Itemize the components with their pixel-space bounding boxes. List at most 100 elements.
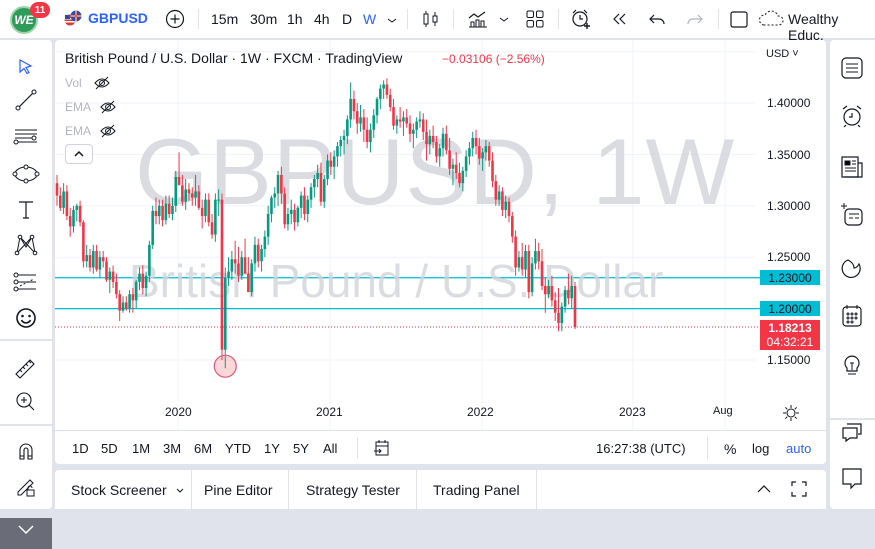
candles-chart-type-icon[interactable] [420, 8, 442, 30]
interval-30m[interactable]: 30m [250, 11, 278, 27]
candle [187, 183, 191, 201]
layout-name[interactable]: Wealthy Educ. [788, 11, 839, 43]
hidden-eye-icon[interactable] [99, 123, 117, 139]
chevron-up-icon[interactable] [755, 482, 773, 496]
right-widget-bar [830, 40, 875, 509]
candle [91, 244, 95, 274]
candle [286, 207, 290, 231]
range-all[interactable]: All [323, 441, 338, 456]
horizontal-lines-icon[interactable] [12, 122, 40, 150]
tab-pine-editor[interactable]: Pine Editor [188, 470, 290, 509]
indicators-chevron-down-icon[interactable] [497, 8, 511, 30]
indicator-vol[interactable]: Vol [65, 76, 110, 90]
tab-stock-screener[interactable]: Stock Screener [55, 470, 192, 509]
cursor-arrow-icon[interactable] [12, 54, 40, 82]
fullscreen-square-icon[interactable] [728, 8, 750, 30]
currency-selector[interactable]: USD ˅ [766, 48, 799, 60]
ideas-lightbulb-icon[interactable] [838, 350, 866, 378]
interval-4h[interactable]: 4h [314, 11, 330, 27]
interval-w-active[interactable]: W [363, 11, 377, 27]
emoji-smiley-icon[interactable] [12, 304, 40, 332]
candle [352, 90, 356, 120]
alerts-clock-icon[interactable] [838, 102, 866, 130]
candle [316, 164, 319, 188]
candles-series[interactable] [55, 40, 755, 430]
calendar-icon[interactable] [838, 302, 866, 330]
range-1d[interactable]: 1D [72, 441, 89, 456]
tab-strategy-tester[interactable]: Strategy Tester [290, 470, 417, 509]
text-tool-icon[interactable] [12, 196, 40, 224]
candle [237, 246, 240, 282]
range-1y[interactable]: 1Y [264, 441, 280, 456]
measure-ruler-icon[interactable] [12, 354, 40, 382]
cloud-save-icon[interactable] [758, 8, 786, 30]
candle [253, 236, 257, 272]
chart-panel[interactable]: GBPUSD, 1W British Pound / U.S. Dollar B… [55, 40, 826, 464]
series-legend-title[interactable]: British Pound / U.S. Dollar · 1W · FXCM … [65, 50, 403, 66]
range-3m[interactable]: 3M [163, 441, 182, 456]
news-icon[interactable] [838, 153, 866, 181]
undo-icon[interactable] [646, 8, 668, 30]
ellipse-shape-icon[interactable] [12, 160, 40, 188]
candle [560, 302, 564, 332]
range-ytd[interactable]: YTD [225, 441, 251, 456]
magnet-icon[interactable] [12, 438, 40, 466]
chevron-down-icon [176, 488, 184, 493]
candle [514, 230, 517, 276]
candle [402, 111, 405, 136]
pattern-xabcd-icon[interactable] [12, 231, 40, 259]
utc-clock[interactable]: 16:27:38 (UTC) [596, 441, 686, 456]
interval-1h[interactable]: 1h [287, 11, 303, 27]
hidden-eye-icon[interactable] [93, 75, 111, 91]
intervals-chevron-down-icon[interactable] [385, 9, 399, 31]
indicator-ema-2[interactable]: EMA [65, 124, 116, 138]
candle [398, 107, 402, 128]
data-window-icon[interactable] [838, 200, 866, 228]
redo-icon[interactable] [684, 8, 706, 30]
auto-scale-toggle[interactable]: auto [786, 441, 812, 456]
chart-settings-sun-icon[interactable] [782, 404, 800, 422]
toolbar-collapse-bar[interactable] [0, 518, 52, 549]
candle [115, 273, 118, 299]
candle [148, 240, 151, 282]
indicator-ema-1[interactable]: EMA [65, 100, 116, 114]
tab-trading-panel[interactable]: Trading Panel [417, 470, 537, 509]
interval-d[interactable]: D [342, 11, 353, 27]
fib-retracement-icon[interactable] [12, 268, 40, 296]
go-to-date-calendar-icon[interactable] [373, 439, 391, 457]
candle [121, 296, 125, 313]
symbol-watermark: GBPUSD, 1W [135, 119, 736, 224]
low-marker-circle[interactable] [213, 354, 237, 378]
range-1m[interactable]: 1M [132, 441, 151, 456]
candle [214, 193, 217, 242]
candle [157, 199, 161, 225]
chat-bubble-icon[interactable] [838, 464, 866, 492]
compare-add-symbol-icon[interactable] [164, 8, 186, 30]
candle [494, 174, 498, 206]
layout-grid-icon[interactable] [524, 8, 546, 30]
interval-15m[interactable]: 15m [211, 11, 239, 27]
candle [464, 150, 468, 178]
zoom-in-icon[interactable] [12, 388, 40, 416]
maximize-panel-icon[interactable] [790, 480, 808, 498]
lock-drawings-pencil-icon[interactable] [12, 472, 40, 500]
hidden-eye-icon[interactable] [99, 99, 117, 115]
percent-scale-toggle[interactable]: % [724, 441, 737, 457]
hotlists-fire-icon[interactable] [838, 254, 866, 282]
watchlist-icon[interactable] [838, 54, 866, 82]
replay-icon[interactable] [609, 8, 631, 30]
trend-line-icon[interactable] [12, 86, 40, 114]
candle [309, 183, 313, 208]
candle [154, 197, 158, 225]
candle [220, 193, 224, 360]
range-5y[interactable]: 5Y [293, 441, 309, 456]
range-6m[interactable]: 6M [194, 441, 213, 456]
candle [270, 195, 273, 223]
create-alert-icon[interactable] [570, 8, 592, 30]
chats-icon[interactable] [838, 418, 866, 446]
range-5d[interactable]: 5D [101, 441, 118, 456]
log-scale-toggle[interactable]: log [752, 441, 770, 456]
collapse-indicators-button[interactable] [65, 144, 93, 164]
symbol-search-button[interactable]: GBPUSD [88, 10, 148, 26]
indicators-icon[interactable] [467, 8, 489, 30]
